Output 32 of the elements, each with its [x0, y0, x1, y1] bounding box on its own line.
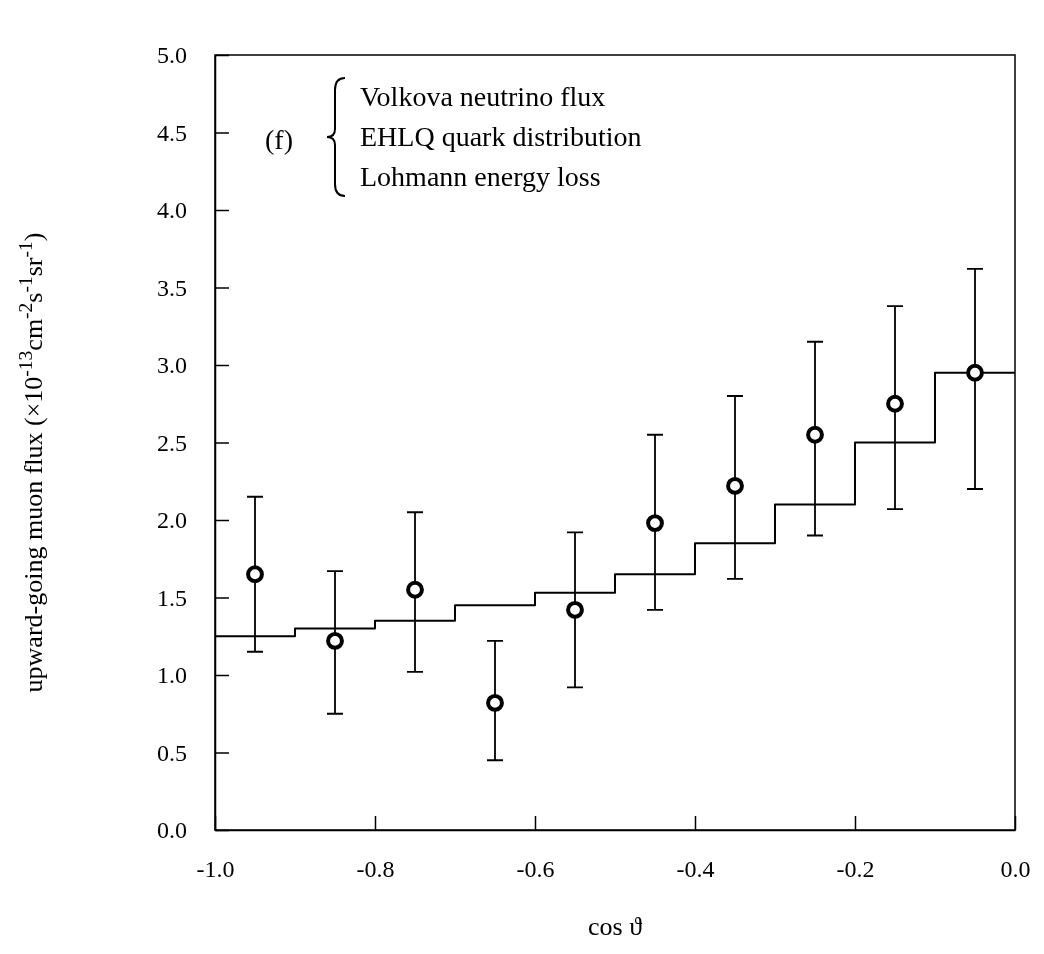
- y-tick-label: 0.5: [157, 739, 187, 766]
- y-tick-label: 3.0: [157, 352, 187, 379]
- y-tick-label: 1.0: [157, 662, 187, 689]
- x-tick-label: -0.8: [356, 856, 395, 883]
- x-tick-label: -0.6: [516, 856, 555, 883]
- point: [966, 363, 984, 382]
- y-tick-label: 4.0: [157, 197, 187, 224]
- point: [806, 425, 824, 444]
- y-tick-label: 2.0: [157, 507, 187, 534]
- point: [566, 601, 584, 619]
- x-tick-label: -1.0: [196, 856, 235, 883]
- y-tick-label: 1.5: [157, 584, 187, 611]
- point: [406, 580, 424, 599]
- y-tick-label: 4.5: [157, 119, 187, 146]
- point: [246, 565, 264, 584]
- y-tick-label: 2.5: [157, 429, 187, 456]
- annotation: Volkova neutrino flux: [360, 81, 606, 112]
- point: [726, 477, 744, 495]
- y-tick-label: 0.0: [157, 817, 187, 844]
- x-tick-label: -0.2: [836, 856, 875, 883]
- x-axis-title: cos ϑ: [587, 912, 643, 941]
- x-tick-label: -0.4: [676, 856, 715, 883]
- y-tick-label: 3.5: [157, 274, 187, 301]
- annotation: EHLQ quark distribution: [360, 121, 642, 152]
- point: [326, 632, 344, 650]
- point: [646, 514, 664, 532]
- annotation: Lohmann energy loss: [360, 161, 601, 192]
- y-tick-label: 5.0: [157, 42, 187, 69]
- point: [886, 394, 904, 413]
- point: [486, 694, 504, 712]
- annotation: (f): [265, 124, 293, 156]
- x-tick-label: 0.0: [1000, 856, 1031, 883]
